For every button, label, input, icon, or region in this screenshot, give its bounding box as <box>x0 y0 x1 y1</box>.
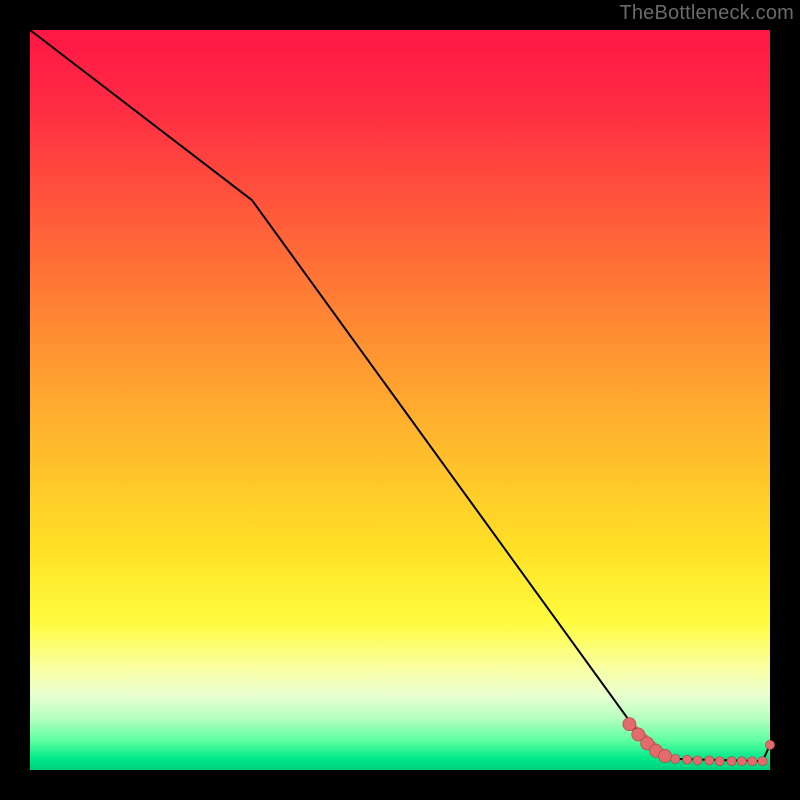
data-marker <box>693 756 702 765</box>
chart-container: TheBottleneck.com <box>0 0 800 800</box>
data-marker <box>758 757 767 766</box>
chart-svg <box>0 0 800 800</box>
data-marker <box>715 757 724 766</box>
data-marker <box>671 754 680 763</box>
data-marker <box>683 755 692 764</box>
data-marker <box>623 718 636 731</box>
data-marker <box>766 740 775 749</box>
plot-background <box>30 30 770 770</box>
data-marker <box>658 749 671 762</box>
data-marker <box>727 757 736 766</box>
data-marker <box>705 756 714 765</box>
data-marker <box>737 757 746 766</box>
data-marker <box>748 757 757 766</box>
